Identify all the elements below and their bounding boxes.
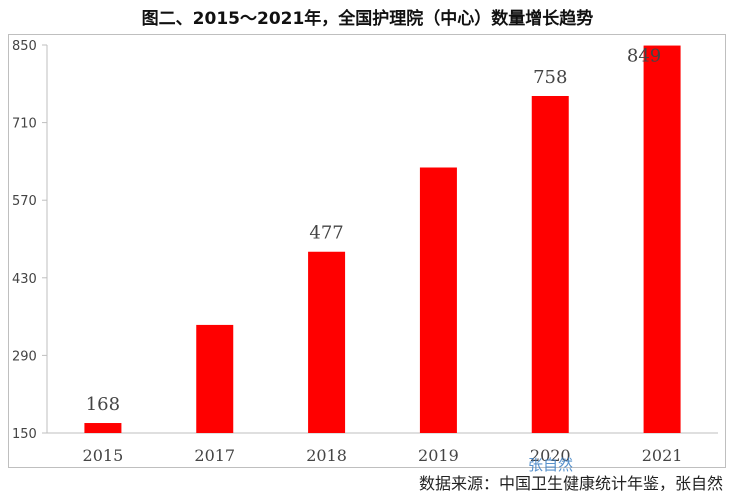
bar [419, 167, 457, 434]
data-label: 168 [86, 394, 120, 415]
chart-title: 图二、2015～2021年，全国护理院（中心）数量增长趋势 [141, 9, 594, 29]
y-tick-label: 570 [12, 194, 37, 209]
chart-frame [8, 34, 726, 468]
data-label: 477 [309, 223, 343, 244]
y-tick-label: 850 [12, 39, 37, 54]
bar [531, 95, 569, 433]
x-tick-label: 2017 [194, 446, 235, 465]
source-note: 数据来源：中国卫生健康统计年鉴，张自然 [418, 474, 723, 493]
y-tick-label: 150 [12, 427, 37, 442]
x-tick-label: 2015 [83, 446, 124, 465]
watermark: 张自然 [528, 456, 574, 474]
x-tick-label: 2018 [306, 446, 347, 465]
x-tick-label: 2020 [530, 446, 571, 465]
data-label: 849 [627, 46, 661, 67]
bar [196, 324, 234, 433]
x-tick-label: 2019 [418, 446, 459, 465]
data-label: 758 [533, 67, 567, 88]
bar [84, 423, 122, 433]
x-tick-label: 2021 [642, 446, 683, 465]
bar [308, 251, 346, 433]
y-tick-label: 430 [12, 272, 37, 287]
y-tick-label: 710 [12, 117, 37, 132]
bar [643, 45, 681, 433]
y-tick-label: 290 [12, 349, 37, 364]
